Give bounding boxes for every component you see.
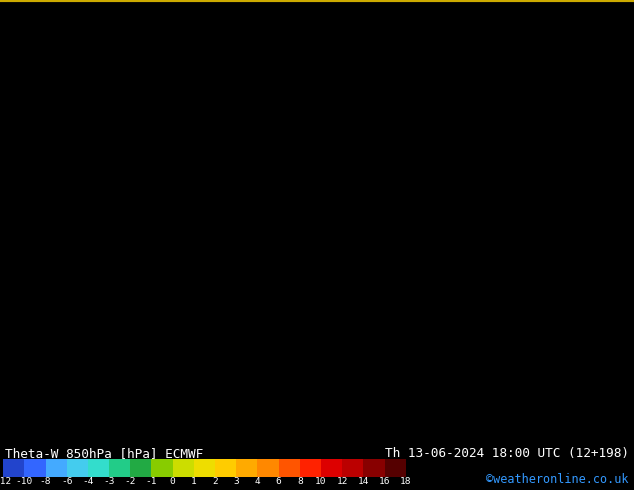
Bar bbox=[172, 459, 194, 477]
Bar bbox=[131, 459, 152, 477]
Bar bbox=[321, 459, 342, 477]
Text: -2: -2 bbox=[124, 477, 136, 487]
Bar bbox=[3, 459, 24, 477]
Bar bbox=[236, 459, 257, 477]
Bar bbox=[257, 459, 278, 477]
Text: 16: 16 bbox=[379, 477, 391, 487]
Bar bbox=[46, 459, 67, 477]
Text: 1: 1 bbox=[191, 477, 197, 487]
Text: -4: -4 bbox=[82, 477, 94, 487]
Text: 0: 0 bbox=[170, 477, 176, 487]
Text: 4: 4 bbox=[255, 477, 261, 487]
Text: -1: -1 bbox=[146, 477, 157, 487]
Text: 6: 6 bbox=[276, 477, 281, 487]
Bar bbox=[363, 459, 385, 477]
Text: -8: -8 bbox=[40, 477, 51, 487]
Text: -10: -10 bbox=[16, 477, 33, 487]
Text: -3: -3 bbox=[103, 477, 115, 487]
Bar bbox=[215, 459, 236, 477]
Text: -6: -6 bbox=[61, 477, 72, 487]
Bar bbox=[88, 459, 109, 477]
Bar bbox=[24, 459, 46, 477]
Bar bbox=[385, 459, 406, 477]
Bar bbox=[67, 459, 88, 477]
Text: 14: 14 bbox=[358, 477, 369, 487]
Text: 12: 12 bbox=[337, 477, 348, 487]
Bar bbox=[342, 459, 363, 477]
Bar bbox=[152, 459, 172, 477]
Text: 18: 18 bbox=[400, 477, 411, 487]
Text: Th 13-06-2024 18:00 UTC (12+198): Th 13-06-2024 18:00 UTC (12+198) bbox=[385, 447, 629, 460]
Text: -12: -12 bbox=[0, 477, 12, 487]
Bar bbox=[300, 459, 321, 477]
Text: 2: 2 bbox=[212, 477, 218, 487]
Text: 8: 8 bbox=[297, 477, 302, 487]
Text: 10: 10 bbox=[315, 477, 327, 487]
Bar bbox=[109, 459, 131, 477]
Bar bbox=[278, 459, 300, 477]
Text: ©weatheronline.co.uk: ©weatheronline.co.uk bbox=[486, 473, 629, 487]
Bar bbox=[194, 459, 215, 477]
Text: 3: 3 bbox=[233, 477, 239, 487]
Text: Theta-W 850hPa [hPa] ECMWF: Theta-W 850hPa [hPa] ECMWF bbox=[5, 447, 204, 460]
